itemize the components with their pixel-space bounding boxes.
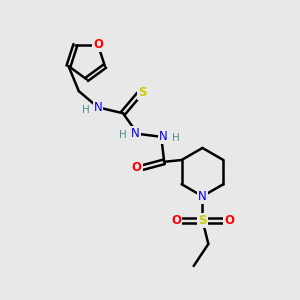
- Text: N: N: [198, 190, 207, 203]
- Text: N: N: [159, 130, 168, 143]
- Text: O: O: [93, 38, 103, 51]
- Text: H: H: [172, 133, 179, 143]
- Text: H: H: [82, 105, 89, 115]
- Text: N: N: [131, 127, 140, 140]
- Text: O: O: [132, 161, 142, 174]
- Text: O: O: [224, 214, 234, 227]
- Text: S: S: [138, 86, 146, 99]
- Text: N: N: [94, 101, 102, 114]
- Text: S: S: [198, 214, 207, 227]
- Text: O: O: [171, 214, 181, 227]
- Text: H: H: [119, 130, 127, 140]
